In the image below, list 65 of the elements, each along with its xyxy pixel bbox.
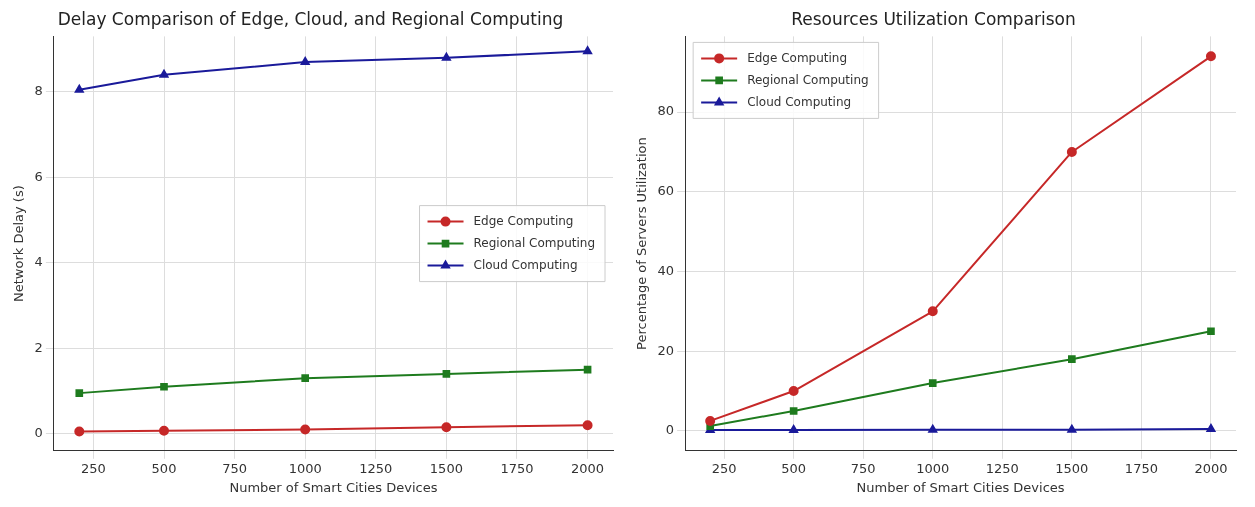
y-tick-label: 2 <box>34 339 43 355</box>
x-tick-label: 2000 <box>571 460 605 476</box>
y-tick-label: 60 <box>657 183 675 199</box>
x-tick-label: 1750 <box>1124 460 1158 476</box>
point <box>441 52 451 61</box>
chart-title: Delay Comparison of Edge, Cloud, and Regional Computing <box>57 8 564 29</box>
point <box>927 306 938 317</box>
point <box>160 382 168 391</box>
x-tick-label: 500 <box>151 460 177 476</box>
point <box>159 69 169 78</box>
point <box>442 370 451 378</box>
x-axis-title: Number of Smart Cities Devices <box>229 479 438 495</box>
point <box>705 415 716 426</box>
legend-label: Edge Computing <box>473 213 574 228</box>
y-tick-label: 4 <box>34 254 43 270</box>
point <box>301 374 310 382</box>
y-tick-label: 40 <box>657 262 675 278</box>
point <box>441 422 452 433</box>
point <box>1066 146 1077 157</box>
x-tick-label: 750 <box>222 460 248 476</box>
y-tick-label: 8 <box>34 83 43 99</box>
point <box>928 379 937 387</box>
y-tick-label: 0 <box>665 422 675 438</box>
point <box>1068 355 1076 363</box>
y-tick-label: 80 <box>657 103 675 119</box>
legend-label: Cloud Computing <box>473 257 578 272</box>
x-tick-label: 1500 <box>1055 460 1089 476</box>
point <box>789 407 798 415</box>
x-tick-label: 1500 <box>429 460 463 476</box>
point <box>300 424 311 435</box>
x-tick-label: 1750 <box>500 460 534 476</box>
y-tick-label: 20 <box>657 342 675 358</box>
x-tick-label: 250 <box>80 460 106 476</box>
x-tick-label: 1250 <box>359 460 393 476</box>
point <box>1207 327 1215 336</box>
legend-label: Cloud Computing <box>747 94 852 109</box>
y-tick-label: 6 <box>34 168 43 184</box>
y-axis-title: Percentage of Servers Utilization <box>634 137 650 350</box>
x-tick-label: 2000 <box>1194 460 1228 476</box>
point <box>159 425 169 436</box>
x-tick-label: 1000 <box>916 460 950 476</box>
point <box>300 57 310 66</box>
point <box>928 424 938 433</box>
point <box>789 425 799 434</box>
point <box>788 386 799 397</box>
x-tick-label: 750 <box>850 460 876 476</box>
y-axis-title: Network Delay (s) <box>11 185 27 302</box>
legend-label: Regional Computing <box>473 235 596 250</box>
point <box>1205 51 1216 62</box>
point <box>582 420 593 431</box>
point <box>74 426 85 437</box>
point <box>1206 423 1216 432</box>
point <box>1067 424 1077 433</box>
point <box>75 389 84 397</box>
x-tick-label: 250 <box>711 460 737 476</box>
legend-label: Edge Computing <box>747 50 848 65</box>
chart-title: Resources Utilization Comparison <box>791 8 1076 29</box>
legend-label: Regional Computing <box>747 72 869 87</box>
x-tick-label: 500 <box>781 460 807 476</box>
x-tick-label: 1000 <box>288 460 322 476</box>
point <box>74 84 84 93</box>
y-tick-label: 0 <box>34 425 43 441</box>
point <box>583 46 593 55</box>
x-axis-title: Number of Smart Cities Devices <box>856 479 1065 495</box>
x-tick-label: 1250 <box>985 460 1019 476</box>
